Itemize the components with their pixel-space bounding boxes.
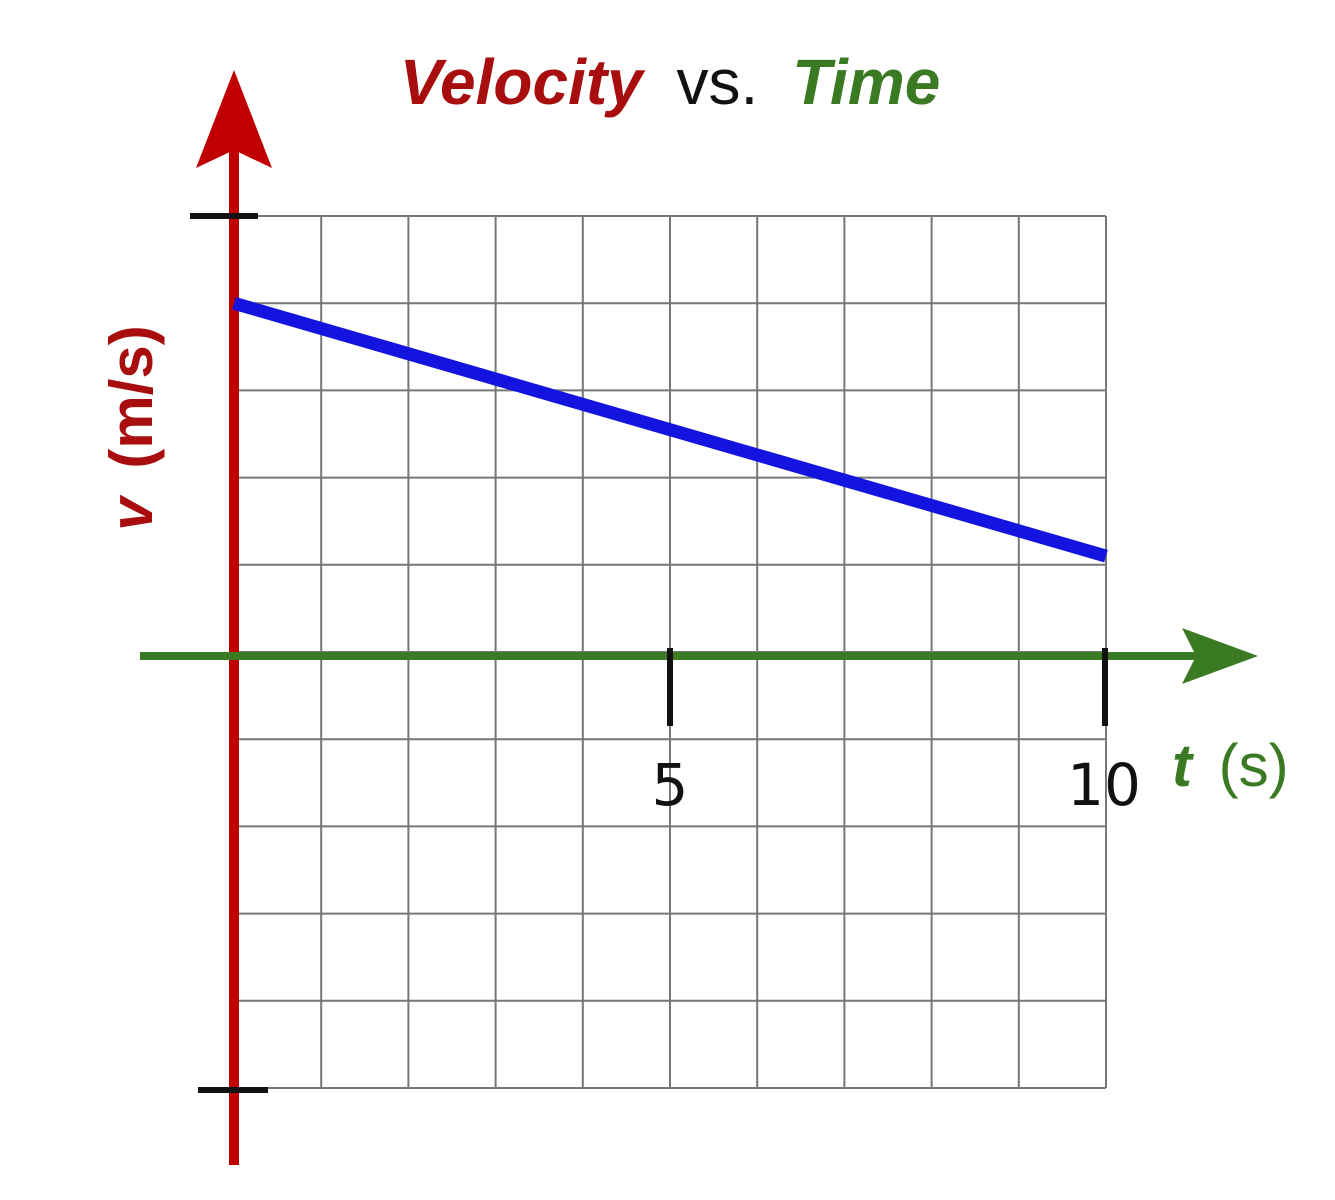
grid [233,215,1107,1089]
title-velocity: Velocity [400,46,646,118]
title-time: Time [792,46,940,118]
x-axis-label-symbol: t [1172,732,1195,799]
series-group [232,296,1108,563]
y-axis-label: v (m/s) [98,325,165,530]
x-axis-label: t (s) [1172,732,1289,799]
y-axis-label-unit: (m/s) [98,325,165,468]
x-tick-label-10: 10 [1067,751,1141,819]
x-axis-label-unit: (s) [1219,732,1289,799]
y-axis-arrowhead [196,70,272,168]
x-axis: 5 10 [140,628,1258,819]
chart-title: Velocity vs. Time [400,46,941,118]
series-line-0 [232,296,1108,563]
y-axis-label-symbol: v [98,494,165,531]
x-tick-label-5: 5 [652,751,689,819]
x-axis-arrowhead [1182,628,1258,684]
title-vs: vs. [677,46,759,118]
